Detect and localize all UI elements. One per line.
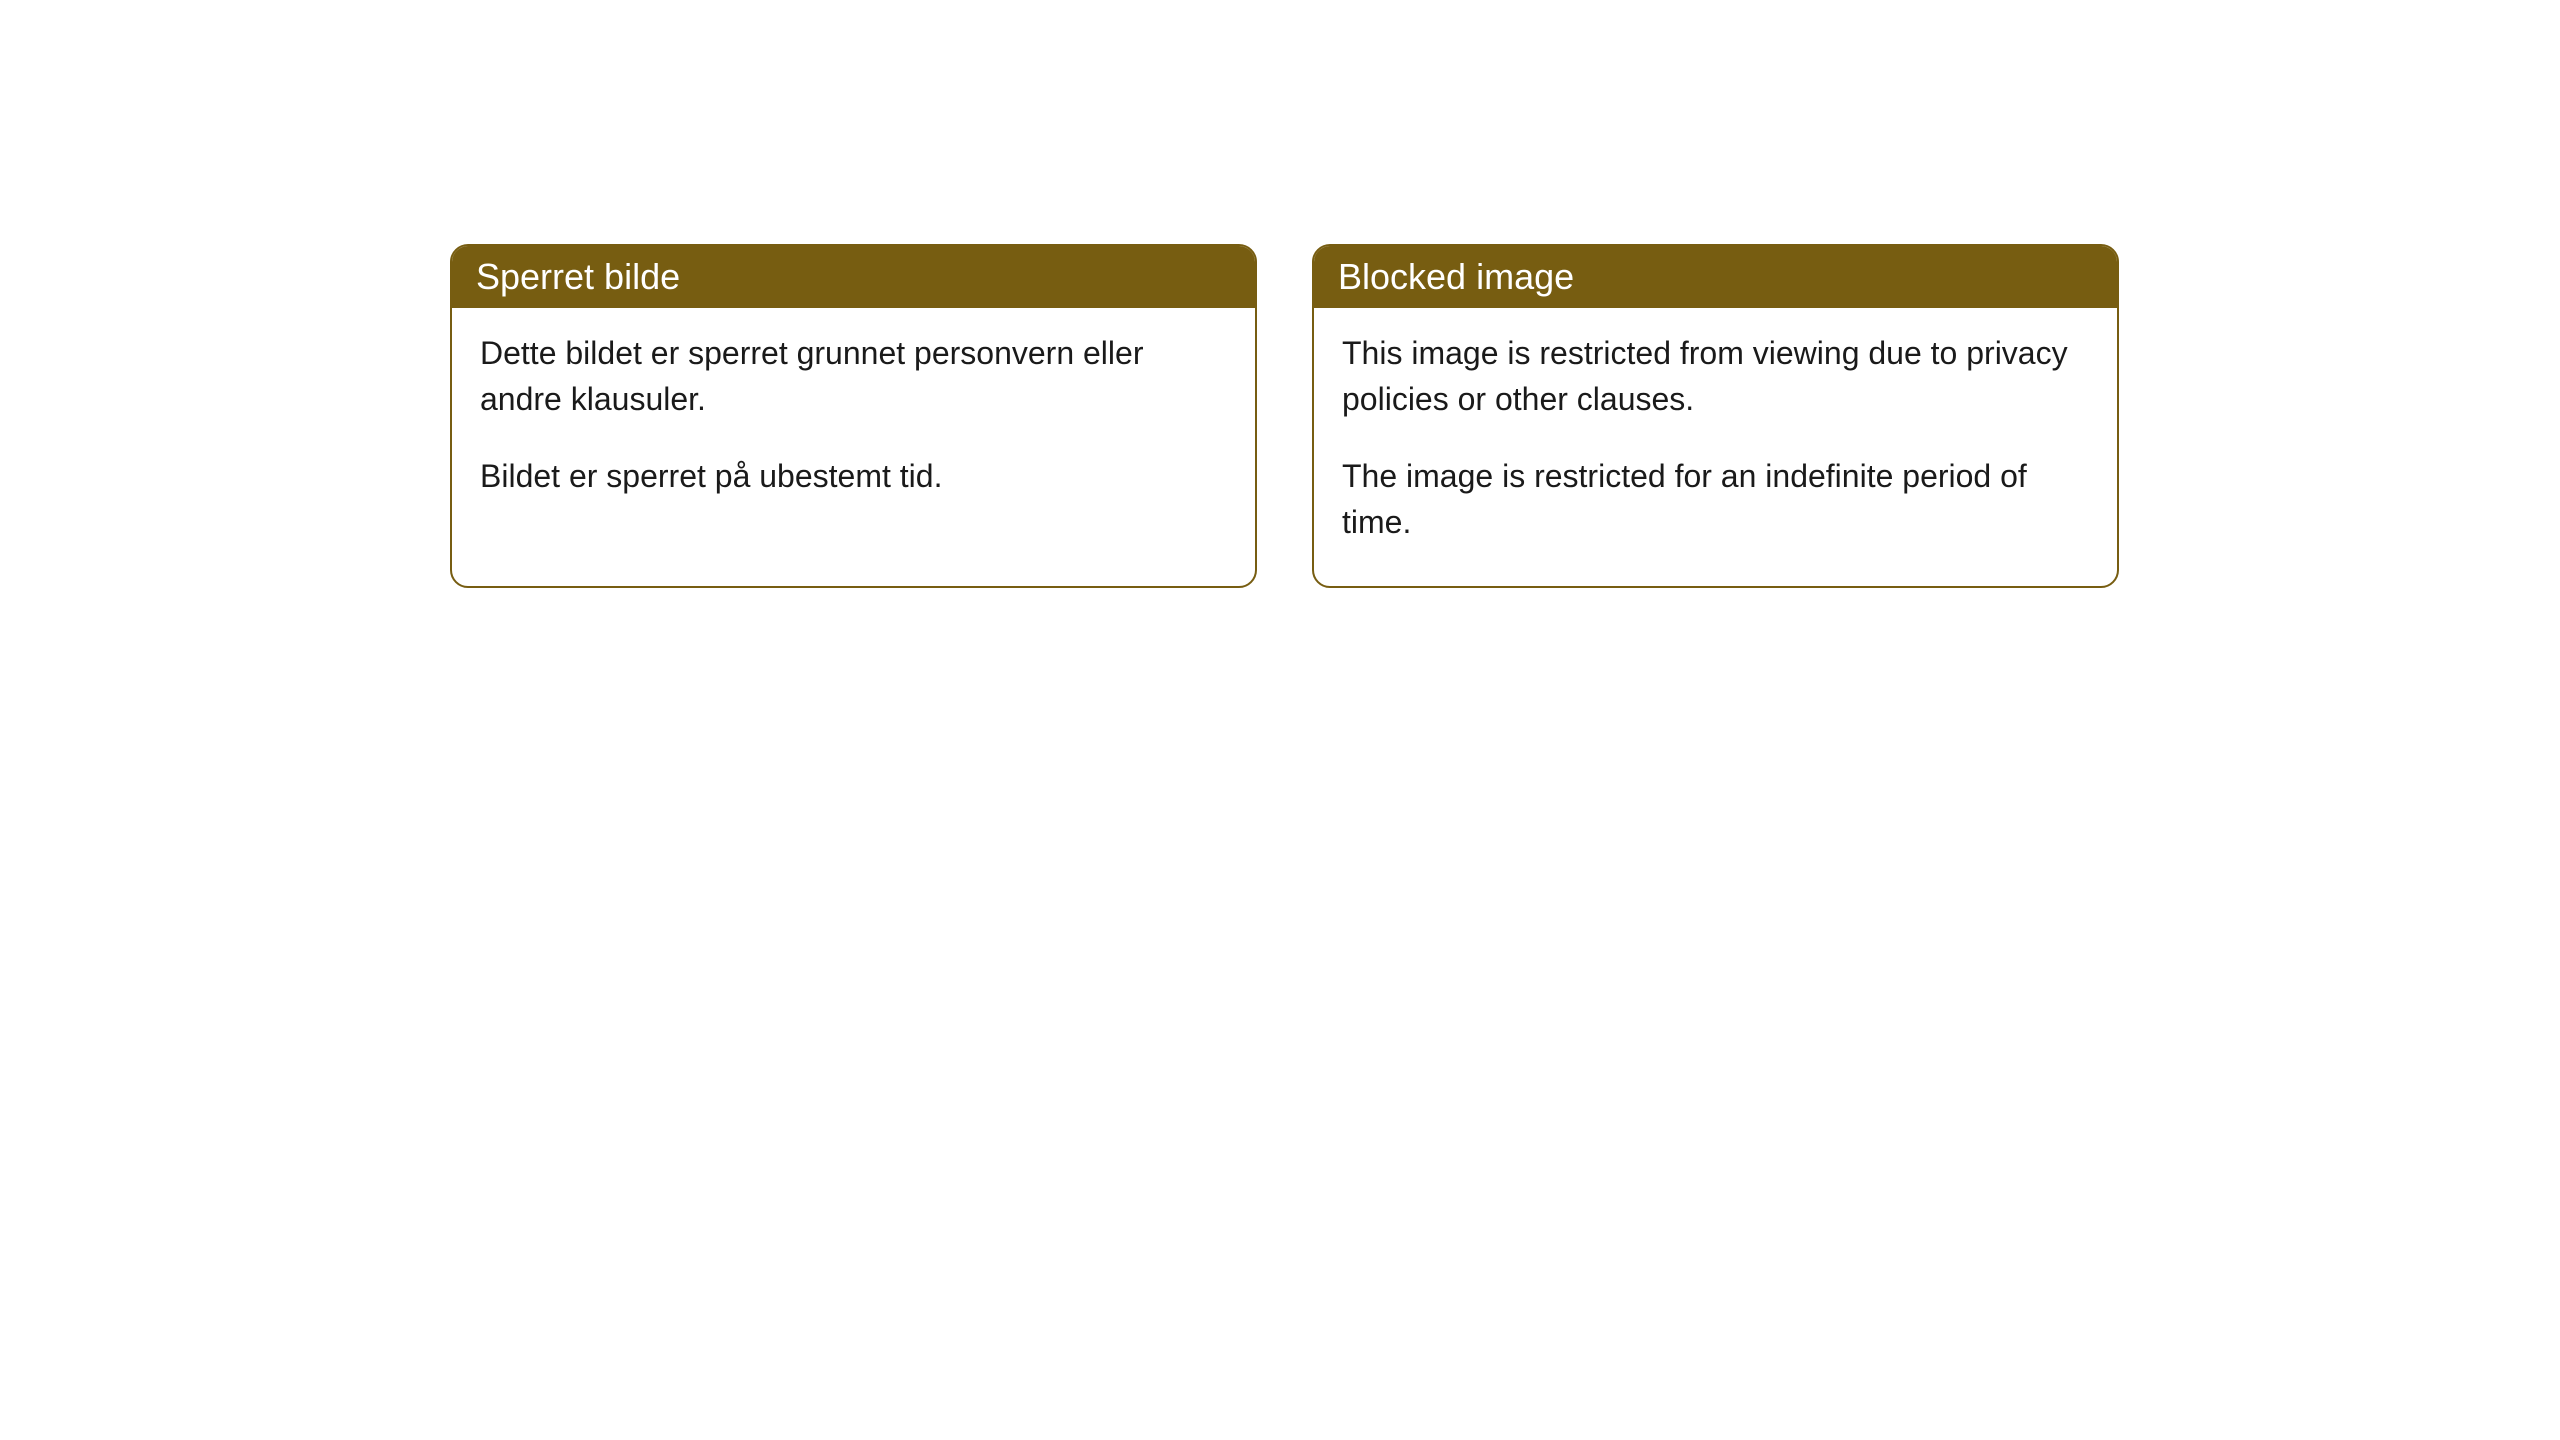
notice-card-english: Blocked image This image is restricted f… (1312, 244, 2119, 588)
card-body: This image is restricted from viewing du… (1314, 308, 2117, 586)
card-paragraph: Dette bildet er sperret grunnet personve… (480, 330, 1227, 423)
card-title: Blocked image (1338, 256, 1574, 297)
card-paragraph: Bildet er sperret på ubestemt tid. (480, 453, 1227, 499)
card-body: Dette bildet er sperret grunnet personve… (452, 308, 1255, 539)
card-header: Sperret bilde (452, 246, 1255, 308)
card-header: Blocked image (1314, 246, 2117, 308)
notice-cards-container: Sperret bilde Dette bildet er sperret gr… (450, 244, 2119, 588)
card-paragraph: This image is restricted from viewing du… (1342, 330, 2089, 423)
card-title: Sperret bilde (476, 256, 680, 297)
card-paragraph: The image is restricted for an indefinit… (1342, 453, 2089, 546)
notice-card-norwegian: Sperret bilde Dette bildet er sperret gr… (450, 244, 1257, 588)
